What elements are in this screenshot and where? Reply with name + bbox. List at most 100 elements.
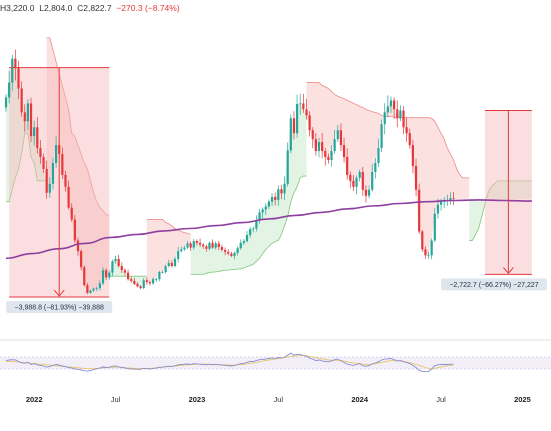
candle-68 — [217, 240, 220, 251]
candle-body-52 — [167, 263, 170, 267]
candle-76 — [242, 239, 245, 246]
candle-31 — [101, 267, 105, 286]
candle-97 — [308, 111, 311, 137]
candle-90 — [286, 142, 289, 187]
close-label: C — [77, 3, 84, 13]
candle-body-110 — [349, 174, 352, 181]
candle-30 — [98, 280, 101, 291]
candle-44 — [142, 277, 145, 290]
candle-111 — [352, 175, 355, 191]
candle-body-63 — [202, 244, 205, 247]
candle-body-81 — [258, 212, 261, 221]
candle-33 — [108, 270, 111, 280]
candle-1 — [8, 70, 11, 104]
candle-body-61 — [195, 241, 199, 243]
candle-body-57 — [183, 247, 186, 250]
candle-129 — [408, 128, 411, 149]
candle-102 — [324, 148, 327, 166]
candle-body-109 — [346, 157, 349, 175]
candle-body-39 — [126, 272, 130, 280]
candle-body-34 — [111, 261, 114, 273]
trailing-stop-fill-3 — [146, 219, 191, 284]
candle-122 — [386, 95, 389, 118]
candle-body-38 — [123, 270, 127, 273]
candle-body-88 — [280, 189, 283, 194]
close-value: 2,822.7 — [83, 3, 112, 13]
range-2022-arrow-head — [53, 289, 65, 297]
candle-138 — [436, 198, 440, 219]
candle-body-95 — [302, 103, 305, 110]
candle-body-6 — [23, 112, 26, 122]
candle-6 — [23, 104, 26, 132]
candle-134 — [424, 246, 427, 259]
candle-28 — [92, 287, 95, 293]
candle-body-91 — [289, 118, 292, 151]
candle-body-100 — [317, 142, 321, 152]
candle-body-33 — [108, 272, 111, 278]
candle-body-112 — [355, 177, 358, 187]
candle-body-9 — [33, 127, 36, 137]
candle-body-40 — [130, 279, 133, 281]
range-2025-label-bg — [441, 278, 547, 291]
candle-body-3 — [14, 58, 17, 68]
candle-52 — [167, 259, 170, 268]
candle-25 — [83, 265, 86, 287]
candle-96 — [305, 98, 308, 120]
x-axis: 2022 Jul 2023 Jul 2024 Jul 2025 — [26, 395, 531, 404]
x-tick-5: Jul — [436, 395, 446, 404]
candle-body-26 — [86, 285, 89, 293]
candle-body-69 — [220, 246, 224, 250]
candle-83 — [264, 203, 267, 216]
candle-body-25 — [83, 267, 86, 286]
candle-body-51 — [164, 266, 167, 272]
trailing-stop-line-6 — [469, 180, 532, 241]
candle-body-2 — [11, 58, 14, 83]
candle-0 — [4, 94, 8, 112]
candle-body-111 — [352, 180, 355, 187]
candle-body-108 — [342, 145, 346, 158]
candle-body-23 — [76, 240, 80, 252]
candle-118 — [374, 158, 377, 179]
candle-16 — [54, 136, 58, 168]
candle-body-123 — [389, 100, 393, 107]
candle-body-104 — [330, 151, 333, 160]
rsi-signal-line — [6, 355, 454, 370]
candle-body-138 — [436, 204, 440, 214]
candle-body-82 — [261, 209, 264, 213]
candle-37 — [120, 262, 123, 274]
candle-body-132 — [418, 189, 421, 232]
candle-69 — [220, 244, 224, 252]
candle-104 — [330, 145, 333, 167]
rsi-pane — [0, 352, 551, 373]
candle-body-118 — [374, 162, 377, 172]
candle-body-20 — [67, 186, 70, 208]
candle-body-72 — [230, 253, 233, 256]
candle-body-117 — [371, 171, 374, 190]
candle-body-13 — [45, 168, 48, 193]
candle-10 — [36, 117, 39, 154]
candle-body-135 — [427, 255, 430, 257]
trailing-stop-layer — [6, 37, 532, 293]
candle-121 — [383, 103, 386, 135]
trailing-stop-line-1 — [46, 37, 110, 216]
candle-61 — [195, 239, 199, 246]
candle-137 — [433, 208, 436, 243]
candle-117 — [371, 164, 374, 192]
candle-143 — [452, 191, 455, 206]
candle-67 — [214, 241, 217, 250]
candle-132 — [418, 183, 421, 234]
candle-131 — [414, 158, 418, 197]
candle-body-130 — [411, 145, 414, 166]
candle-body-105 — [333, 139, 336, 152]
candle-136 — [430, 238, 433, 260]
candle-body-37 — [120, 266, 123, 271]
trailing-stop-line-4 — [190, 175, 307, 275]
candle-body-133 — [421, 231, 424, 250]
candle-4 — [17, 60, 20, 100]
candle-60 — [192, 239, 195, 250]
candle-73 — [233, 251, 236, 260]
ohlc-header: H3,220.0 L2,804.0 C2,822.7 −270.3 (−8.74… — [0, 3, 180, 13]
candle-body-62 — [198, 242, 202, 245]
candle-120 — [380, 119, 383, 152]
